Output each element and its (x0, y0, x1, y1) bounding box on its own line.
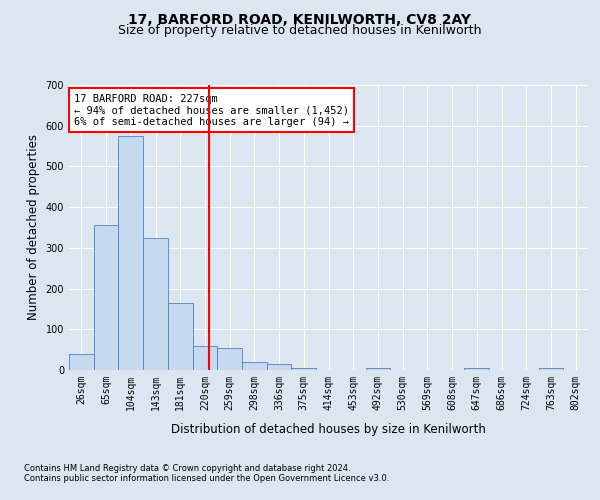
Y-axis label: Number of detached properties: Number of detached properties (27, 134, 40, 320)
Text: 17 BARFORD ROAD: 227sqm
← 94% of detached houses are smaller (1,452)
6% of semi-: 17 BARFORD ROAD: 227sqm ← 94% of detache… (74, 94, 349, 126)
Bar (292, 368, 316, 370)
Bar (69, 354, 94, 370)
Bar (464, 368, 489, 370)
Bar (118, 136, 143, 370)
Bar (217, 348, 242, 370)
Bar (143, 238, 168, 370)
Text: Size of property relative to detached houses in Kenilworth: Size of property relative to detached ho… (118, 24, 482, 37)
Bar (539, 368, 563, 370)
Text: 17, BARFORD ROAD, KENILWORTH, CV8 2AY: 17, BARFORD ROAD, KENILWORTH, CV8 2AY (128, 12, 472, 26)
Text: Contains public sector information licensed under the Open Government Licence v3: Contains public sector information licen… (24, 474, 389, 483)
Bar (94, 226, 118, 370)
Bar (168, 303, 193, 370)
Text: Distribution of detached houses by size in Kenilworth: Distribution of detached houses by size … (172, 422, 486, 436)
Bar (242, 362, 267, 370)
Bar (365, 368, 390, 370)
Bar (193, 346, 217, 370)
Bar (267, 364, 292, 370)
Text: Contains HM Land Registry data © Crown copyright and database right 2024.: Contains HM Land Registry data © Crown c… (24, 464, 350, 473)
